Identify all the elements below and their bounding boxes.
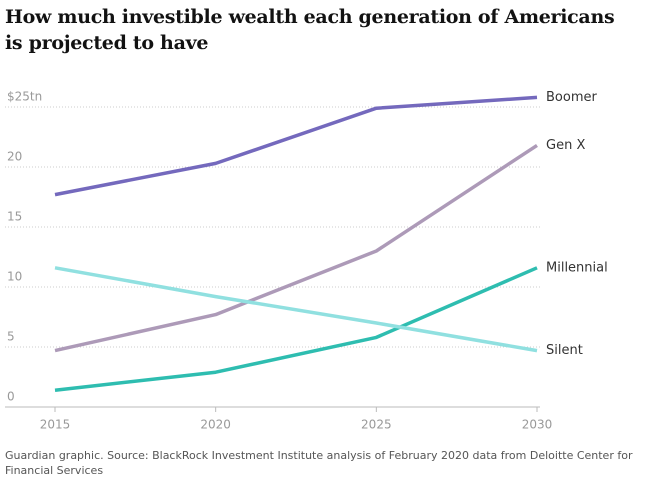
series-label: Boomer <box>546 90 597 105</box>
y-tick-label: 10 <box>7 270 22 284</box>
series-label: Gen X <box>546 138 585 153</box>
series-line <box>54 95 538 197</box>
x-tick-label: 2015 <box>40 418 71 432</box>
x-tick-label: 2020 <box>200 418 231 432</box>
x-tick-label: 2030 <box>522 418 553 432</box>
series-label: Millennial <box>546 260 608 275</box>
series-line <box>54 266 538 392</box>
y-tick-label: 0 <box>7 390 15 404</box>
y-tick-label: $25tn <box>7 90 42 104</box>
series-label: Silent <box>546 343 583 358</box>
series-line <box>54 143 538 353</box>
series-line <box>54 266 538 353</box>
y-tick-label: 20 <box>7 150 22 164</box>
x-tick-label: 2025 <box>361 418 392 432</box>
y-tick-label: 5 <box>7 330 15 344</box>
y-tick-label: 15 <box>7 210 22 224</box>
chart: 0 5 10 15 20 $25tn 2015 2020 2025 2030 Boomer Gen X… <box>5 90 608 432</box>
chart-title: How much investible wealth each generati… <box>5 6 615 54</box>
source-note: Guardian graphic. Source: BlackRock Inve… <box>5 449 633 477</box>
